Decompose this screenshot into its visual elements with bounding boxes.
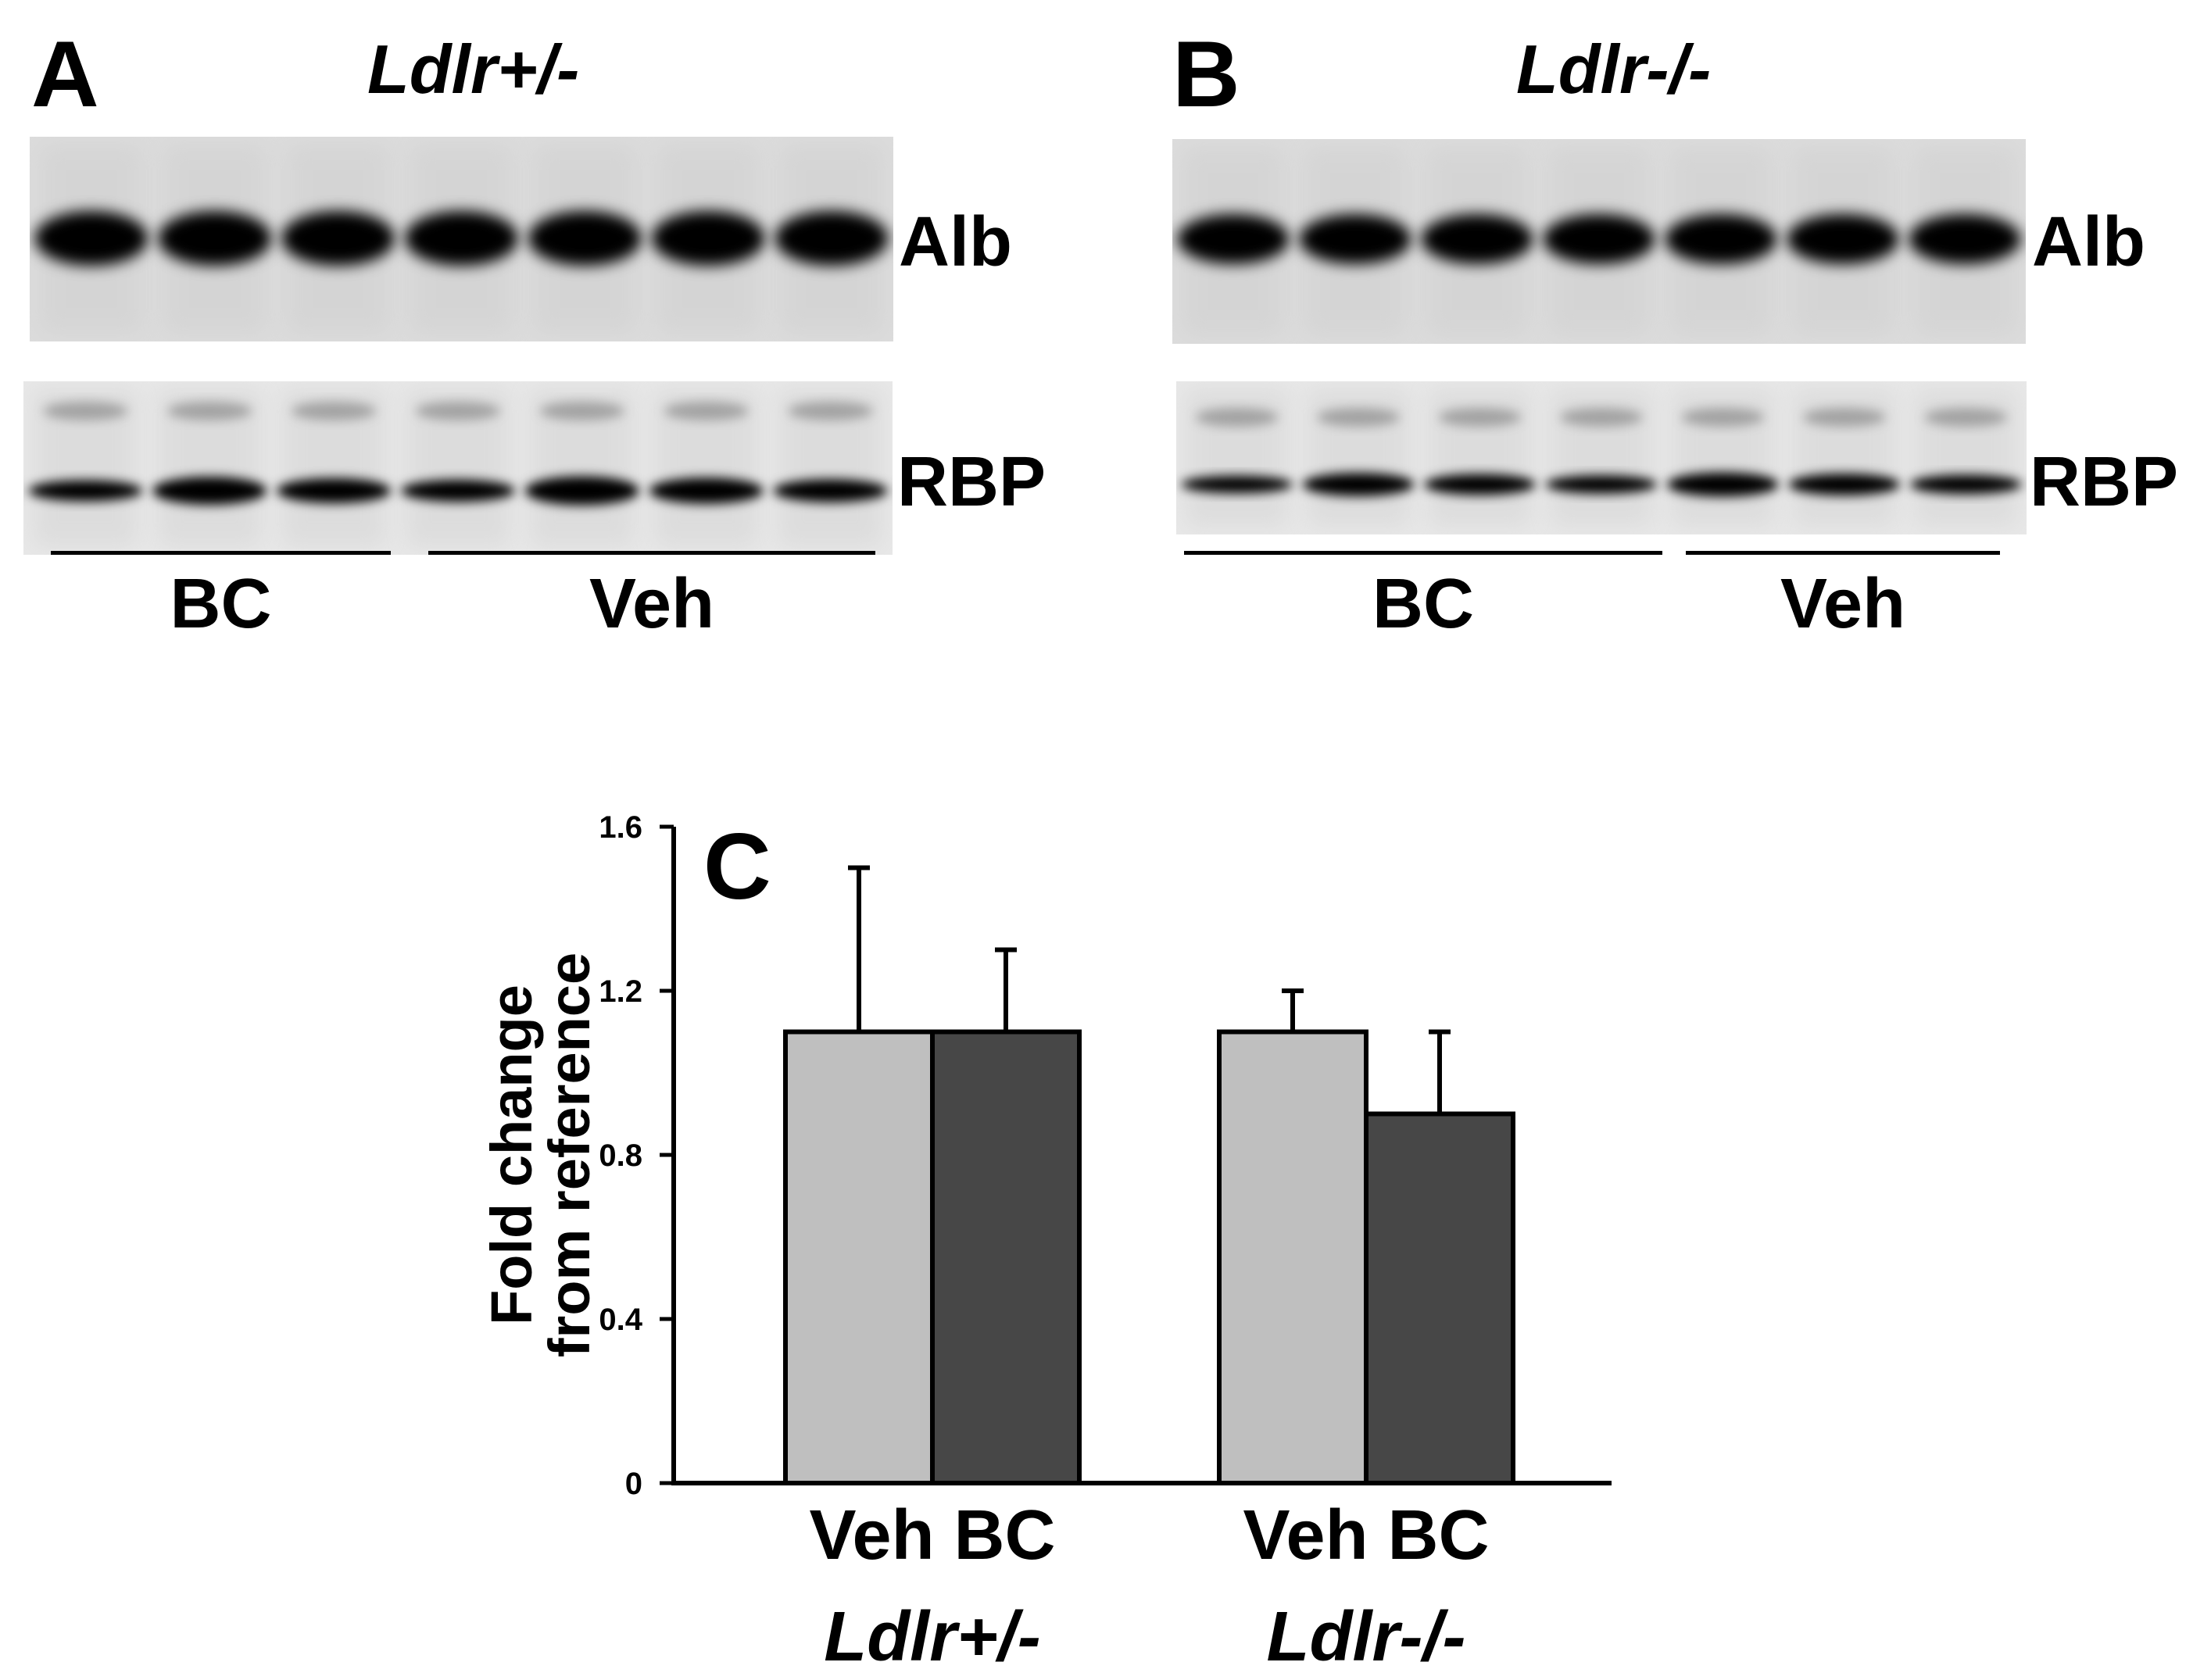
x-category-label: Veh BC xyxy=(1243,1496,1489,1575)
y-tick-label: 0 xyxy=(625,1467,642,1501)
panel-b-rbp-blot xyxy=(1176,381,2027,534)
panel-c-letter: C xyxy=(703,814,771,919)
panel-a-bc-label: BC xyxy=(170,565,272,643)
panel-b-letter: B xyxy=(1172,22,1240,127)
panel-b-veh-label: Veh xyxy=(1780,565,1906,643)
y-tick-label: 1.2 xyxy=(599,974,642,1009)
panel-a-veh-label: Veh xyxy=(589,565,715,643)
y-tick-label: 0.8 xyxy=(599,1138,642,1173)
y-axis-title: Fold changefrom reference xyxy=(479,953,602,1357)
panel-a-bc-line xyxy=(51,551,391,555)
panel-a-veh-line xyxy=(428,551,875,555)
x-category-label: Veh BC xyxy=(809,1496,1055,1575)
panel-a-letter: A xyxy=(31,22,99,127)
y-tick-label: 1.6 xyxy=(599,810,642,845)
panel-a-rbp-blot xyxy=(23,381,893,555)
bar-bc-group-1 xyxy=(930,1029,1082,1485)
panel-b-veh-line xyxy=(1686,551,2000,555)
panel-a-alb-blot xyxy=(30,137,893,341)
bar-bc-group-2 xyxy=(1364,1111,1515,1485)
panel-b-alb-label: Alb xyxy=(2032,203,2145,281)
panel-a-genotype: Ldlr+/- xyxy=(367,30,580,108)
panel-a-alb-label: Alb xyxy=(899,203,1012,281)
panel-b-genotype: Ldlr-/- xyxy=(1516,30,1712,108)
panel-b-bc-label: BC xyxy=(1372,565,1474,643)
x-group-label: Ldlr+/- xyxy=(824,1598,1041,1676)
panel-b-alb-blot xyxy=(1172,139,2026,344)
y-tick-label: 0.4 xyxy=(599,1303,642,1337)
panel-a-rbp-label: RBP xyxy=(897,443,1046,521)
bar-veh-group-1 xyxy=(783,1029,935,1485)
panel-b-bc-line xyxy=(1184,551,1662,555)
panel-b-rbp-label: RBP xyxy=(2030,443,2179,521)
bar-veh-group-2 xyxy=(1217,1029,1368,1485)
x-group-label: Ldlr-/- xyxy=(1267,1598,1466,1676)
